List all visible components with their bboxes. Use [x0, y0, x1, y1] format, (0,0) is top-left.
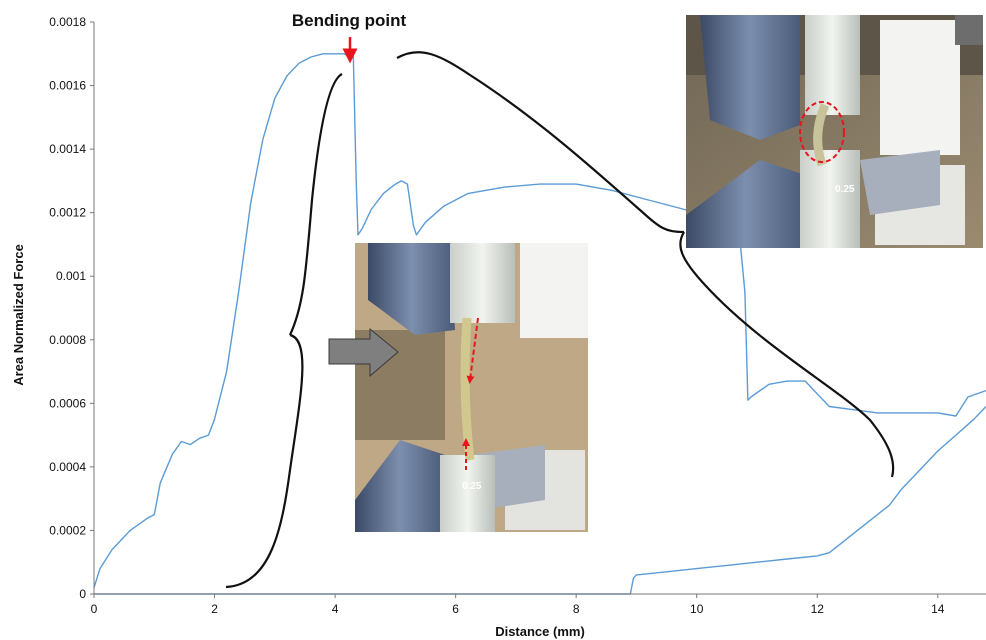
x-tick-label: 4 [332, 602, 339, 616]
y-axis-title: Area Normalized Force [11, 244, 26, 386]
x-tick-label: 0 [91, 602, 98, 616]
x-tick-label: 10 [690, 602, 704, 616]
x-tick-label: 2 [211, 602, 218, 616]
center-photo-scale-label: 0.25 [462, 481, 482, 492]
y-tick-label: 0.0006 [49, 396, 86, 410]
center-photo-arrow-down [466, 317, 479, 384]
right-brace [396, 51, 895, 478]
grey-pointer-arrow [328, 327, 399, 378]
y-tick-label: 0.0008 [49, 333, 86, 347]
y-tick-label: 0.0002 [49, 523, 86, 537]
y-tick-label: 0.0012 [49, 206, 86, 220]
series-loading-line [93, 49, 986, 588]
y-tick-label: 0.0016 [49, 79, 86, 93]
y-tick-label: 0.001 [56, 269, 86, 283]
y-ticks: 0 0.0002 0.0004 0.0006 0.0008 0.001 0.0012 0.00… [49, 15, 94, 601]
bending-point-label: Bending point [292, 11, 407, 30]
x-tick-label: 8 [573, 602, 580, 616]
x-axis-title: Distance (mm) [495, 624, 585, 639]
bend-highlight-circle [799, 101, 845, 163]
y-tick-label: 0.0018 [49, 15, 86, 29]
y-tick-label: 0.0004 [49, 460, 86, 474]
x-tick-label: 6 [452, 602, 459, 616]
top-photo-scale-label: 0.25 [835, 184, 855, 195]
center-photo: 0.25 [355, 243, 588, 532]
top-right-photo: 0.25 [686, 15, 983, 248]
left-brace [225, 73, 343, 589]
y-tick-label: 0.0014 [49, 142, 86, 156]
y-tick-label: 0 [79, 587, 86, 601]
x-tick-label: 12 [811, 602, 825, 616]
x-ticks: 0 2 4 6 8 10 12 14 [91, 594, 945, 616]
x-tick-label: 14 [931, 602, 945, 616]
